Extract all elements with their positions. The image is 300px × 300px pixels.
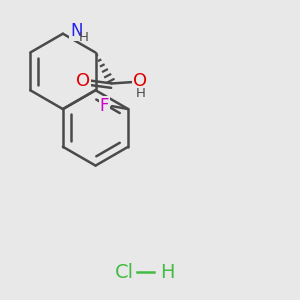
Text: H: H [135, 87, 145, 100]
Text: H: H [160, 263, 175, 282]
Text: H: H [79, 31, 89, 44]
Text: O: O [76, 71, 90, 89]
Text: O: O [133, 72, 147, 90]
Text: Cl: Cl [115, 263, 134, 282]
Text: N: N [70, 22, 83, 40]
Text: F: F [100, 97, 110, 115]
